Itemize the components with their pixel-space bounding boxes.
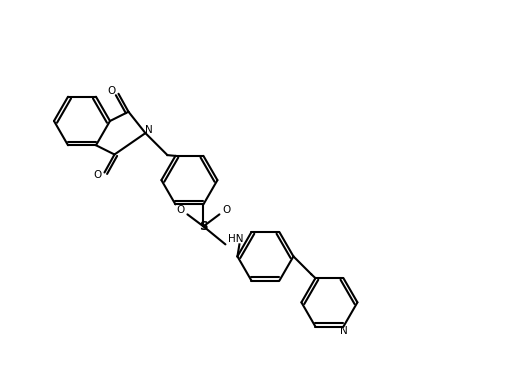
Text: N: N [340,326,347,336]
Text: O: O [94,171,101,180]
Text: O: O [222,205,230,215]
Text: O: O [176,205,185,215]
Text: N: N [145,125,152,135]
Text: O: O [107,86,115,96]
Text: S: S [199,220,207,233]
Text: HN: HN [228,234,243,244]
